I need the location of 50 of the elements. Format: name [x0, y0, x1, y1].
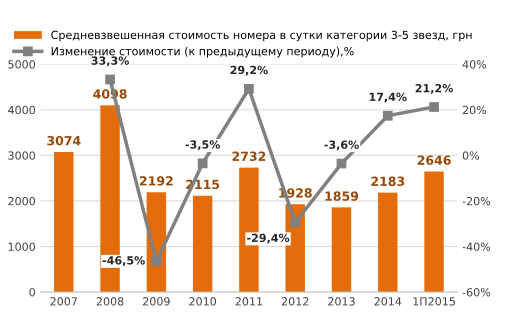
data-label: 2192 — [140, 176, 173, 186]
point — [429, 102, 439, 112]
y-tick-label: 1000 — [8, 242, 36, 251]
data-label: 17,4% — [370, 92, 407, 102]
bar — [424, 172, 444, 292]
bar — [192, 196, 212, 292]
data-label: -29,4% — [247, 234, 290, 244]
data-label: 3074 — [47, 136, 81, 146]
data-label: 2646 — [418, 155, 451, 165]
point — [151, 256, 162, 266]
x-tick-label: 1П2015 — [413, 297, 455, 306]
x-tick-label: 2007 — [50, 297, 77, 306]
y-tick-label: 2000 — [8, 196, 36, 206]
data-label: -46,5% — [102, 256, 145, 266]
x-tick-label: 2012 — [282, 297, 308, 306]
y2-tick-label: 20% — [462, 106, 486, 114]
x-tick-label: 2011 — [236, 297, 262, 306]
x-tick-label: 2009 — [143, 297, 170, 306]
x-tick-label: 2013 — [328, 297, 355, 306]
y-tick-label: 3000 — [8, 151, 36, 160]
data-label: 2732 — [232, 152, 266, 161]
point — [244, 84, 254, 94]
x-tick-label: 2014 — [374, 297, 402, 306]
legend-label: Средневзвешенная стоимость номера в сутки категории 3-5 звезд, грн — [51, 30, 472, 42]
x-tick-label: 2008 — [96, 297, 124, 306]
point — [105, 74, 115, 84]
data-label: 33,3% — [92, 56, 129, 66]
data-label: -3,5% — [186, 140, 220, 150]
data-label: -3,6% — [324, 140, 359, 150]
y-tick-label: 0 — [29, 288, 36, 296]
point — [290, 218, 300, 228]
y-tick-label: 5000 — [8, 60, 36, 69]
x-tick-label: 2010 — [189, 297, 216, 306]
point — [198, 158, 208, 168]
data-label: 2183 — [371, 176, 404, 186]
data-label: 29,2% — [230, 66, 268, 76]
point — [336, 158, 346, 168]
bar — [378, 192, 398, 292]
data-label: 1928 — [279, 188, 312, 198]
y2-tick-label: -40% — [462, 242, 490, 251]
y2-tick-label: 0% — [462, 151, 480, 160]
bar — [54, 152, 74, 292]
y2-tick-label: 40% — [462, 60, 486, 69]
data-label: 1859 — [326, 191, 358, 201]
point — [382, 110, 393, 121]
bar — [332, 207, 352, 292]
y-tick-label: 4000 — [8, 106, 36, 114]
data-label: 21,2% — [416, 84, 453, 94]
y2-tick-label: -60% — [462, 288, 490, 296]
y2-tick-label: -20% — [462, 196, 490, 206]
